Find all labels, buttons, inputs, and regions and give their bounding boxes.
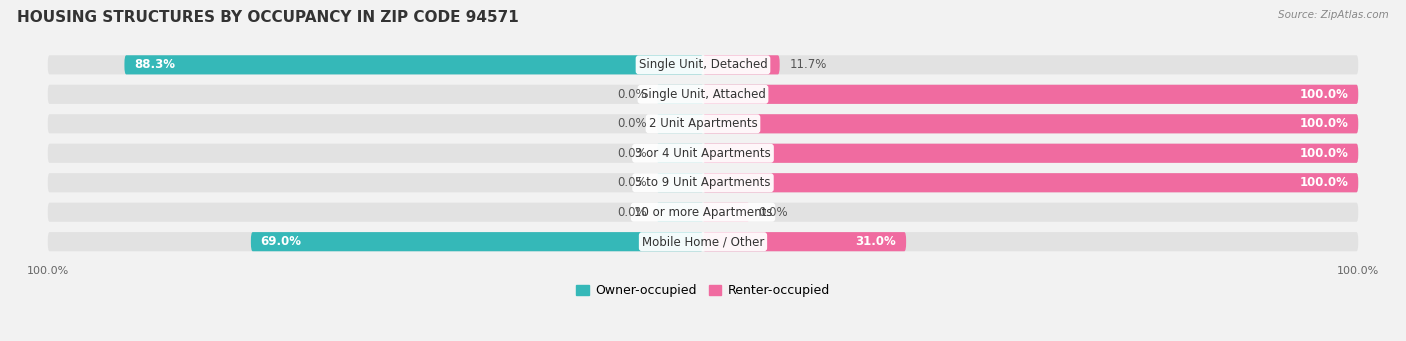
Text: 100.0%: 100.0% [1299, 117, 1348, 130]
FancyBboxPatch shape [124, 55, 703, 74]
FancyBboxPatch shape [657, 173, 703, 192]
Text: 11.7%: 11.7% [790, 58, 827, 71]
FancyBboxPatch shape [48, 173, 1358, 192]
FancyBboxPatch shape [703, 203, 749, 222]
FancyBboxPatch shape [703, 114, 1358, 133]
Text: Mobile Home / Other: Mobile Home / Other [641, 235, 765, 248]
Text: 10 or more Apartments: 10 or more Apartments [634, 206, 772, 219]
Text: 0.0%: 0.0% [617, 117, 647, 130]
Text: 100.0%: 100.0% [1299, 88, 1348, 101]
Text: 100.0%: 100.0% [1299, 147, 1348, 160]
Text: Single Unit, Detached: Single Unit, Detached [638, 58, 768, 71]
FancyBboxPatch shape [703, 55, 780, 74]
FancyBboxPatch shape [703, 144, 1358, 163]
Text: 2 Unit Apartments: 2 Unit Apartments [648, 117, 758, 130]
FancyBboxPatch shape [657, 114, 703, 133]
FancyBboxPatch shape [250, 232, 703, 251]
Text: Single Unit, Attached: Single Unit, Attached [641, 88, 765, 101]
Text: 5 to 9 Unit Apartments: 5 to 9 Unit Apartments [636, 176, 770, 189]
Legend: Owner-occupied, Renter-occupied: Owner-occupied, Renter-occupied [571, 279, 835, 302]
FancyBboxPatch shape [48, 144, 1358, 163]
FancyBboxPatch shape [48, 55, 1358, 74]
FancyBboxPatch shape [703, 232, 905, 251]
Text: 31.0%: 31.0% [855, 235, 896, 248]
Text: 3 or 4 Unit Apartments: 3 or 4 Unit Apartments [636, 147, 770, 160]
FancyBboxPatch shape [48, 114, 1358, 133]
Text: 0.0%: 0.0% [617, 88, 647, 101]
FancyBboxPatch shape [703, 173, 1358, 192]
Text: 0.0%: 0.0% [617, 176, 647, 189]
FancyBboxPatch shape [703, 85, 1358, 104]
Text: 0.0%: 0.0% [617, 206, 647, 219]
FancyBboxPatch shape [657, 203, 703, 222]
Text: 0.0%: 0.0% [759, 206, 789, 219]
Text: 100.0%: 100.0% [1299, 176, 1348, 189]
FancyBboxPatch shape [48, 85, 1358, 104]
Text: 0.0%: 0.0% [617, 147, 647, 160]
FancyBboxPatch shape [657, 144, 703, 163]
FancyBboxPatch shape [657, 85, 703, 104]
Text: HOUSING STRUCTURES BY OCCUPANCY IN ZIP CODE 94571: HOUSING STRUCTURES BY OCCUPANCY IN ZIP C… [17, 10, 519, 25]
Text: 69.0%: 69.0% [260, 235, 302, 248]
FancyBboxPatch shape [48, 203, 1358, 222]
FancyBboxPatch shape [48, 232, 1358, 251]
Text: 88.3%: 88.3% [134, 58, 176, 71]
Text: Source: ZipAtlas.com: Source: ZipAtlas.com [1278, 10, 1389, 20]
